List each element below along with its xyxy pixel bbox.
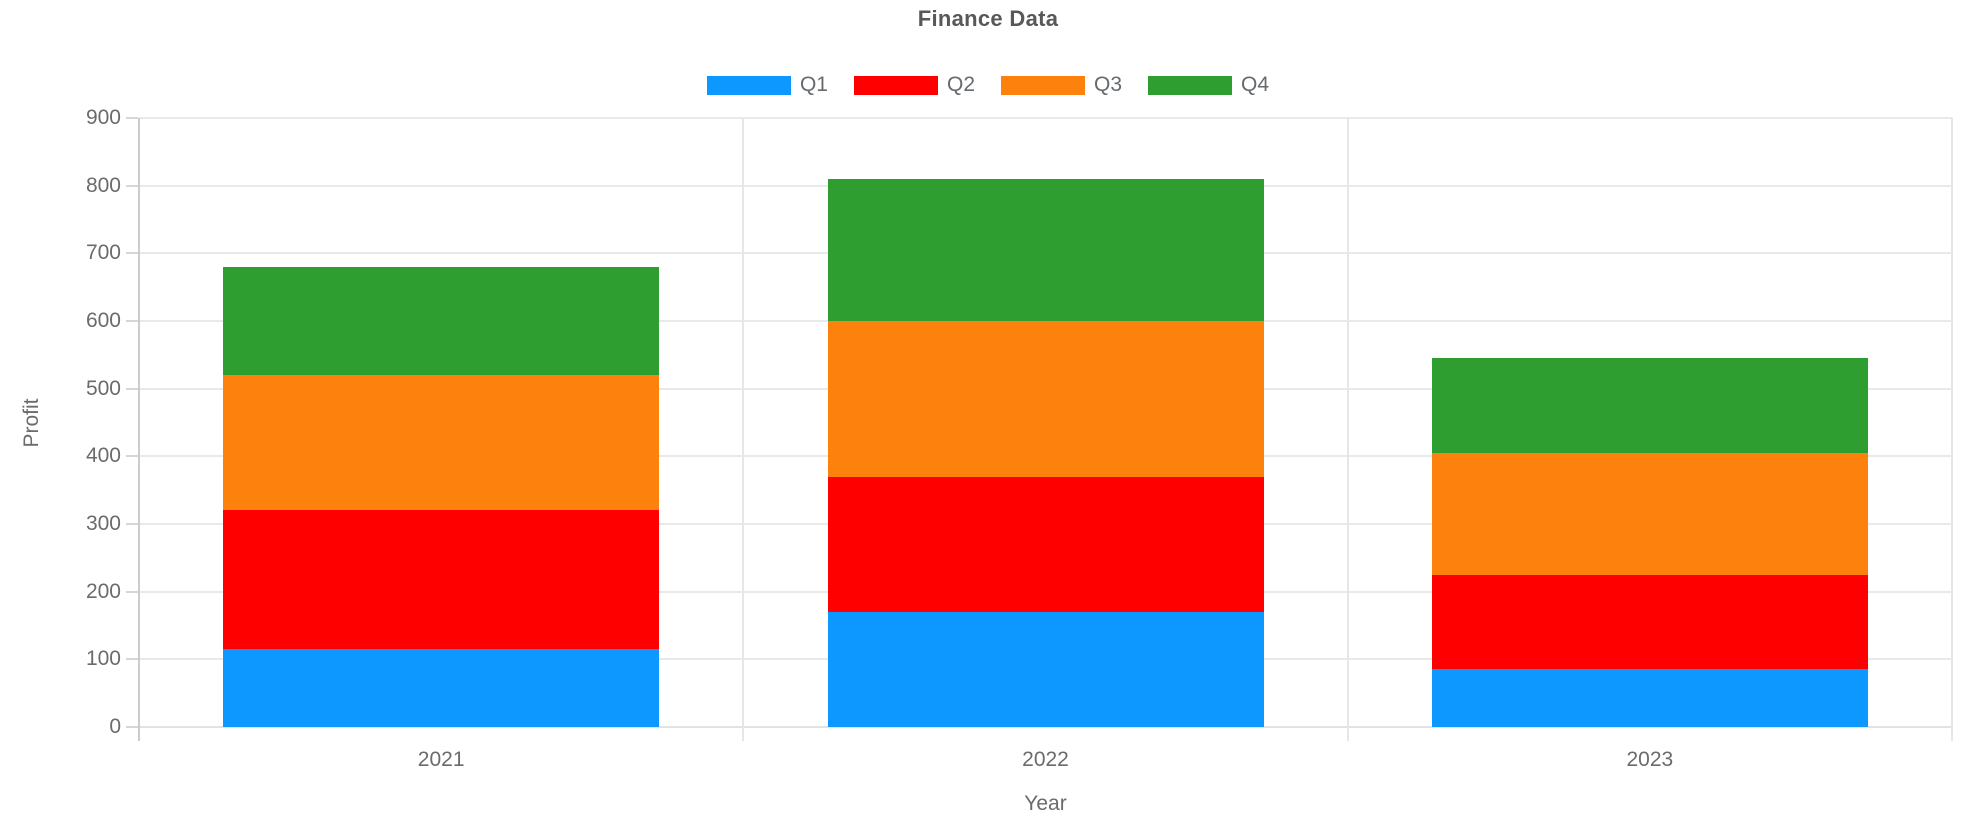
bar-2023-q4-segment[interactable]: [1431, 358, 1868, 453]
y-tick-100: [126, 658, 138, 661]
y-tick-600: [126, 320, 138, 322]
legend-label-q4: Q4: [1241, 73, 1270, 96]
legend-item-q1[interactable]: Q1: [706, 73, 828, 97]
legend-swatch-q3: [1001, 75, 1085, 95]
chart-title: Finance Data: [917, 6, 1059, 31]
gridline-0: [139, 726, 1952, 728]
y-tick-label-200: 200: [85, 579, 121, 603]
y-tick-label-500: 500: [85, 376, 121, 400]
y-tick-0: [126, 726, 138, 728]
x-tick-label-2022: 2022: [1022, 748, 1069, 771]
y-tick-label-100: 100: [85, 647, 121, 671]
y-tick-800: [126, 184, 138, 187]
bar-2023-q3-segment[interactable]: [1431, 452, 1868, 575]
y-tick-300: [126, 523, 138, 525]
legend-swatch-q2: [853, 75, 938, 95]
y-tick-200: [126, 590, 138, 593]
legend-item-q3[interactable]: Q3: [1001, 73, 1122, 97]
y-tick-500: [126, 387, 138, 390]
bar-2021-q2-segment[interactable]: [223, 510, 660, 650]
bar-2023-q1-segment[interactable]: [1431, 669, 1868, 727]
chart-legend: Q1 Q2 Q3 Q4: [0, 73, 1976, 97]
y-axis-title: Profit: [20, 398, 43, 448]
legend-swatch-q1: [706, 75, 791, 95]
y-tick-400: [126, 455, 138, 458]
bar-2022-q2-segment[interactable]: [827, 476, 1264, 612]
x-tick-label-2023: 2023: [1626, 748, 1674, 771]
gridline-900: [139, 117, 1952, 119]
y-tick-label-400: 400: [85, 444, 121, 468]
legend-item-q4[interactable]: Q4: [1148, 73, 1269, 97]
x-tick-label-2021: 2021: [417, 748, 465, 771]
y-axis-line: [138, 118, 140, 741]
bar-2023-q2-segment[interactable]: [1431, 574, 1868, 670]
category-divider-1: [742, 118, 745, 741]
legend-label-q1: Q1: [799, 73, 828, 96]
category-divider-2: [1346, 118, 1349, 741]
y-tick-label-800: 800: [85, 173, 121, 197]
x-axis-title: Year: [1024, 792, 1067, 815]
bar-2021-q1-segment[interactable]: [223, 649, 660, 727]
bar-2022-q1-segment[interactable]: [827, 611, 1264, 727]
bar-2021-q4-segment[interactable]: [223, 266, 660, 376]
legend-swatch-q4: [1148, 75, 1233, 95]
bar-2022-q3-segment[interactable]: [827, 321, 1264, 477]
y-tick-label-300: 300: [85, 512, 121, 535]
y-tick-900: [126, 117, 138, 119]
category-divider-3: [1951, 118, 1953, 741]
legend-item-q2[interactable]: Q2: [853, 73, 975, 97]
y-tick-700: [126, 252, 138, 255]
bar-2021-q3-segment[interactable]: [223, 375, 660, 511]
y-tick-label-600: 600: [85, 309, 121, 332]
y-tick-label-900: 900: [85, 106, 121, 129]
bar-2022-q4-segment[interactable]: [827, 178, 1264, 321]
legend-label-q3: Q3: [1094, 73, 1123, 96]
y-tick-label-700: 700: [85, 241, 121, 265]
legend-label-q2: Q2: [946, 73, 975, 96]
y-tick-label-0: 0: [109, 715, 121, 738]
